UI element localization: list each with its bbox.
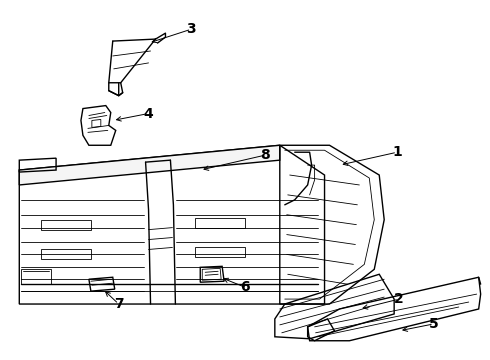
Text: 3: 3 (187, 22, 196, 36)
Text: 8: 8 (260, 148, 270, 162)
Polygon shape (19, 145, 280, 185)
Text: 6: 6 (240, 280, 250, 294)
Text: 1: 1 (392, 145, 402, 159)
Text: 2: 2 (394, 292, 404, 306)
Text: 7: 7 (114, 297, 123, 311)
Text: 4: 4 (144, 107, 153, 121)
Text: 5: 5 (429, 317, 439, 331)
